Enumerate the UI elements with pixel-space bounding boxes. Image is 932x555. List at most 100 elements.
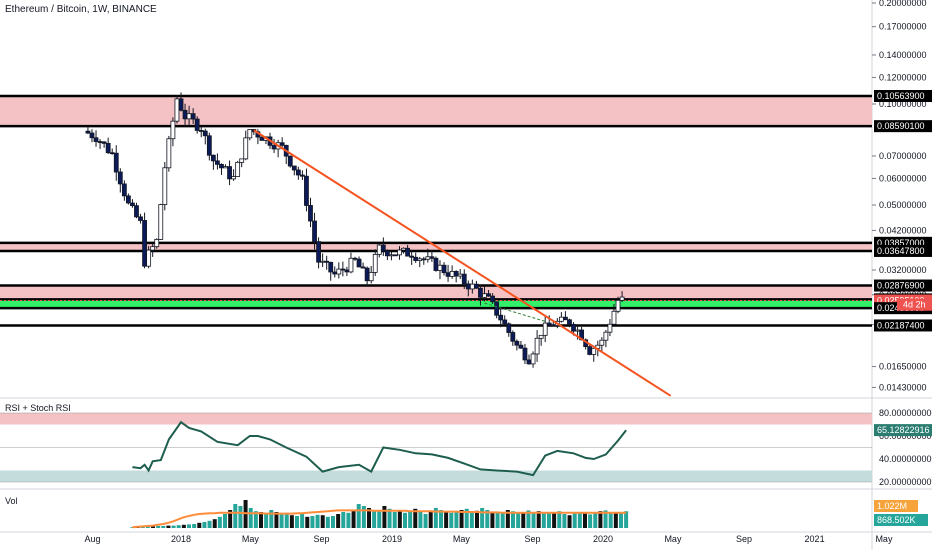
volume-bar	[238, 506, 243, 528]
volume-bar	[531, 512, 536, 528]
candle-body	[299, 174, 305, 177]
candle-body	[146, 249, 152, 267]
volume-bar	[197, 522, 202, 528]
price-tick-label: 0.05000000	[879, 200, 927, 210]
volume-bar	[320, 515, 325, 528]
volume-bar	[259, 512, 264, 528]
candle-body	[166, 138, 172, 169]
volume-bar	[480, 508, 485, 528]
candle-body	[611, 310, 617, 325]
candle-body	[312, 220, 317, 243]
candle-body	[498, 314, 504, 321]
volume-bar	[300, 514, 305, 528]
candle-body	[380, 244, 386, 252]
volume-bar	[495, 512, 500, 528]
candle-body	[567, 319, 572, 325]
candle-body	[356, 258, 362, 268]
candle-body	[571, 323, 576, 332]
candle-body	[550, 324, 556, 327]
time-tick-label: 2021	[805, 534, 825, 544]
candle-body	[405, 247, 411, 257]
volume-bar	[516, 512, 521, 528]
volume-bar	[372, 510, 377, 528]
vol-value-box	[874, 514, 928, 526]
candle-body	[518, 344, 524, 349]
zone-red-2	[0, 285, 872, 300]
time-tick-label: 2020	[593, 534, 613, 544]
candle-body	[239, 158, 245, 163]
rsi-band-red	[0, 413, 872, 425]
candle-body	[154, 239, 160, 248]
volume-bar	[217, 516, 222, 528]
candle-body	[478, 287, 483, 298]
candle-body	[105, 142, 111, 154]
candle-body	[113, 152, 119, 173]
trend-line[interactable]	[253, 129, 672, 397]
volume-bar	[500, 512, 505, 528]
candle-body	[494, 301, 500, 316]
candle-body	[134, 205, 139, 218]
candle-body	[409, 255, 415, 258]
candle-body	[538, 334, 544, 339]
candle-body	[510, 332, 516, 342]
volume-bar	[408, 511, 413, 528]
volume-bar	[541, 513, 546, 528]
volume-bar	[469, 512, 474, 528]
candle-body	[194, 118, 200, 131]
volume-bar	[526, 510, 531, 528]
price-tick-label: 0.06000000	[879, 173, 927, 183]
candle-body	[344, 269, 350, 273]
candle-body	[587, 346, 593, 355]
candle-body	[324, 260, 330, 263]
volume-bar	[289, 515, 294, 528]
rsi-tick-label: 40.00000000	[879, 454, 932, 464]
time-tick-label: May	[453, 534, 471, 544]
candle-body	[142, 220, 147, 267]
candle-body	[138, 216, 143, 221]
candle-body	[162, 167, 168, 205]
rsi-pane-label: RSI + Stoch RSI	[5, 403, 71, 413]
volume-bar	[598, 511, 603, 528]
candle-body	[563, 316, 568, 321]
candle-body	[287, 155, 293, 167]
candle-body	[413, 256, 419, 261]
candle-body	[514, 340, 520, 346]
volume-bar	[413, 508, 418, 528]
volume-bar	[474, 510, 479, 528]
vol-ma-label: 1.022M	[877, 501, 907, 511]
candle-body	[401, 247, 406, 251]
volume-bar	[562, 514, 567, 528]
volume-bar	[582, 513, 587, 528]
volume-bar	[202, 522, 207, 528]
candle-body	[546, 322, 552, 326]
volume-bar	[572, 513, 577, 528]
volume-bar	[624, 511, 629, 528]
volume-bar	[310, 516, 315, 528]
time-tick-label: May	[875, 534, 893, 544]
candle-body	[372, 253, 378, 273]
price-tick-label: 0.03200000	[879, 265, 927, 275]
time-tick-label: Sep	[313, 534, 329, 544]
volume-bar	[490, 511, 495, 528]
countdown-label: 4d 2h	[903, 300, 926, 310]
candle-body	[486, 293, 491, 297]
volume-bar	[166, 525, 171, 528]
volume-bar	[423, 514, 428, 528]
time-tick-label: Sep	[736, 534, 752, 544]
rsi-tick-label: 80.00000000	[879, 408, 932, 418]
candle-body	[308, 205, 313, 222]
candle-body	[117, 171, 123, 185]
price-tick-label: 0.01430000	[879, 382, 927, 392]
candle-body	[506, 323, 512, 333]
candle-body	[101, 141, 107, 144]
volume-bar	[187, 524, 192, 528]
vol-ma-box	[874, 500, 918, 512]
volume-bar	[351, 510, 356, 528]
time-tick-label: 2019	[382, 534, 402, 544]
volume-bar	[264, 512, 269, 528]
candle-body	[178, 98, 184, 111]
candle-body	[389, 254, 394, 257]
candle-body	[223, 166, 228, 169]
